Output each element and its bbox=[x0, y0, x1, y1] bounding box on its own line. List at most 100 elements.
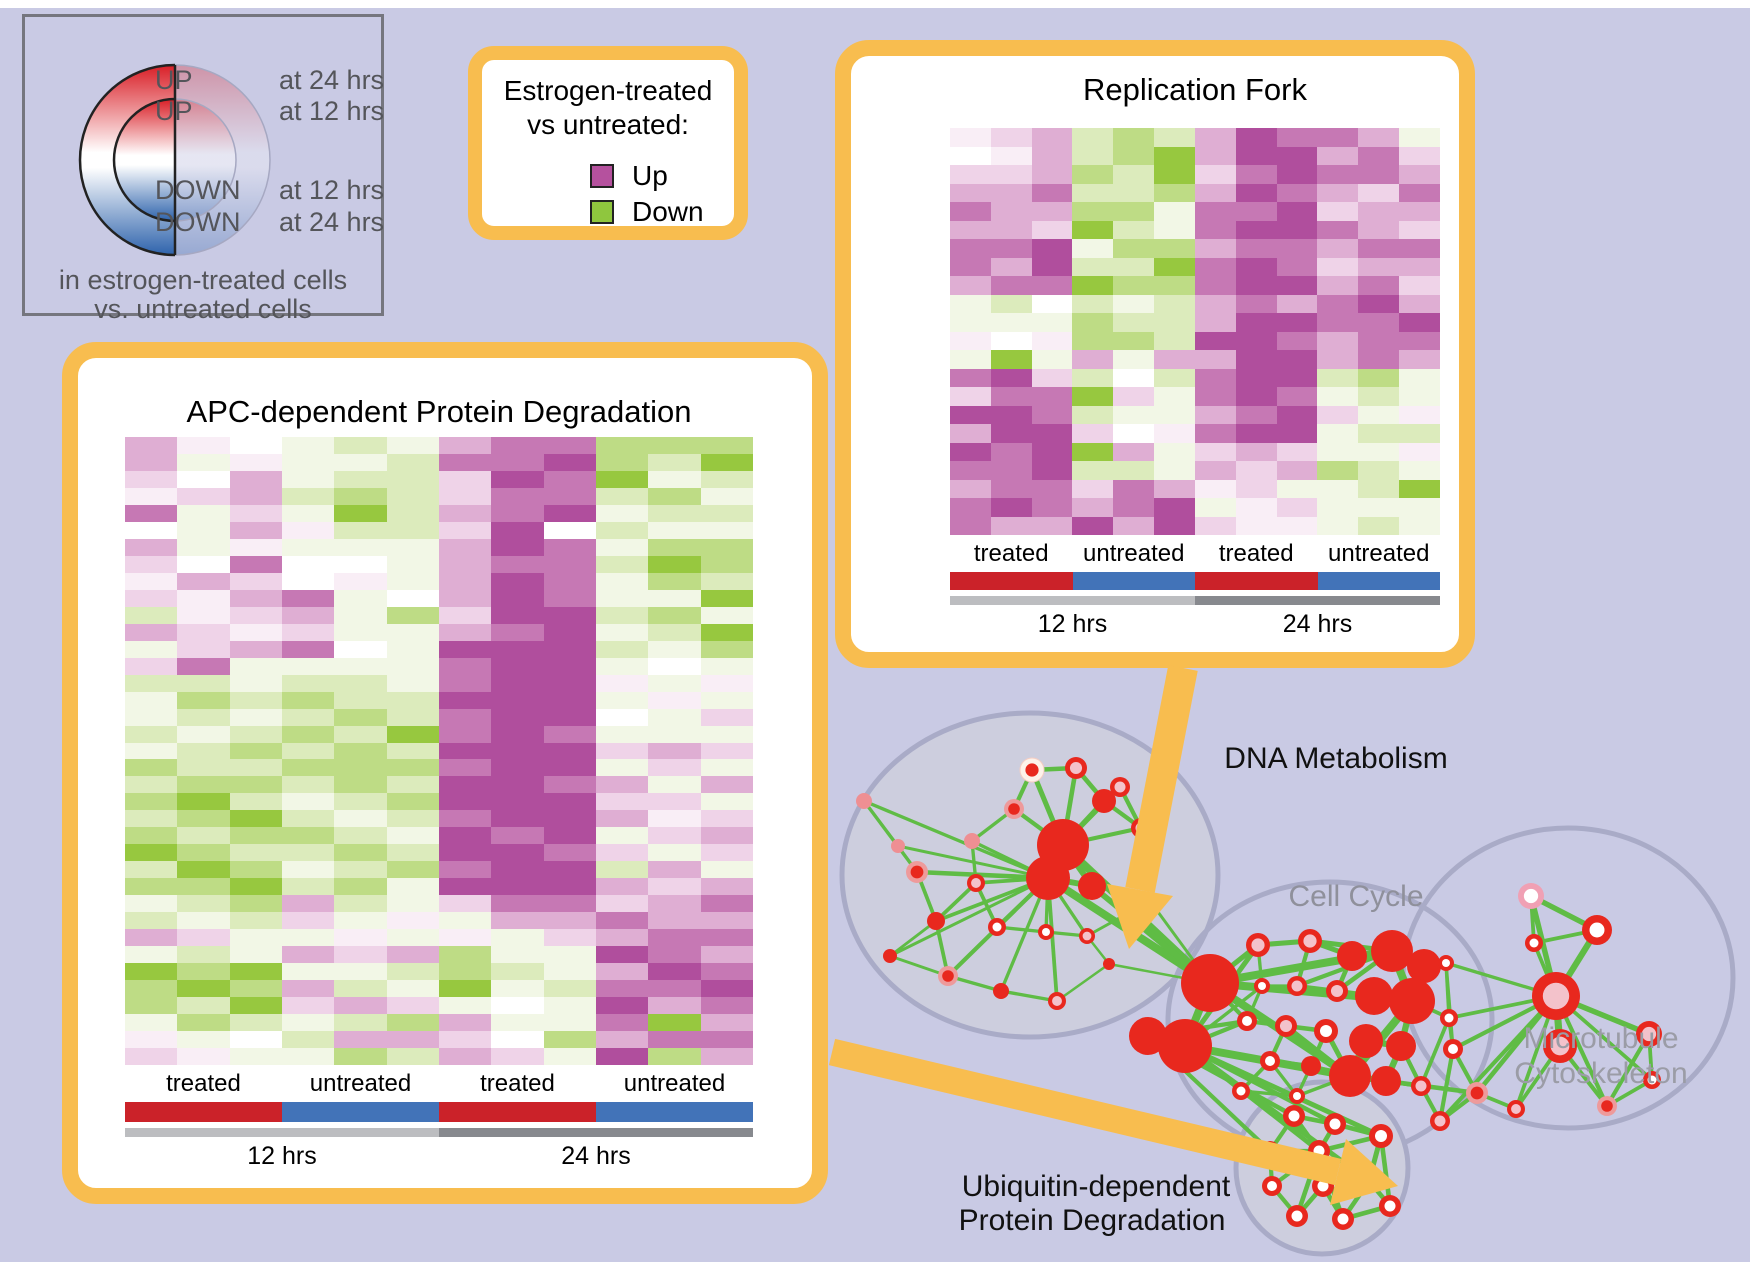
heatmap-cell bbox=[125, 844, 178, 862]
heatmap-cell bbox=[386, 521, 439, 539]
heatmap-cell bbox=[700, 1048, 753, 1065]
heatmap-cell bbox=[281, 657, 335, 675]
heatmap-cell bbox=[1276, 461, 1318, 480]
rf-time-bar bbox=[950, 596, 1440, 605]
network-node bbox=[910, 865, 924, 879]
heatmap-cell bbox=[125, 470, 178, 488]
heatmap-cell bbox=[648, 844, 701, 862]
heatmap-cell bbox=[229, 895, 282, 913]
heatmap-cell bbox=[990, 257, 1032, 276]
heatmap-cell bbox=[1317, 313, 1359, 332]
network-edge bbox=[1385, 1078, 1478, 1096]
heatmap-cell bbox=[1358, 313, 1400, 332]
heatmap-cell bbox=[1154, 387, 1195, 406]
heatmap-cell bbox=[334, 487, 387, 505]
heatmap-cell bbox=[543, 555, 596, 573]
heatmap-cell bbox=[1154, 183, 1195, 202]
heatmap-cell bbox=[1072, 294, 1114, 313]
heatmap-cell bbox=[990, 405, 1032, 424]
heatmap-cell bbox=[648, 861, 701, 879]
heatmap-cell bbox=[950, 146, 991, 165]
apc-group-labels: treated untreated treated untreated bbox=[125, 1070, 753, 1098]
apc-time-label-12: 12 hrs bbox=[247, 1142, 317, 1170]
heatmap-cell bbox=[543, 708, 596, 726]
heatmap-cell bbox=[229, 844, 282, 862]
heatmap-cell bbox=[334, 623, 387, 641]
network-node bbox=[1103, 958, 1115, 970]
heatmap-cell bbox=[334, 912, 387, 930]
network-node bbox=[1313, 1145, 1325, 1157]
heatmap-cell bbox=[1235, 461, 1277, 480]
heatmap-cell bbox=[334, 437, 387, 454]
heatmap-cell bbox=[281, 1014, 335, 1032]
heatmap-cell bbox=[1317, 276, 1359, 295]
heatmap-cell bbox=[125, 912, 178, 930]
heatmap-cell bbox=[177, 946, 230, 964]
heatmap-cell bbox=[438, 793, 492, 811]
heatmap-cell bbox=[700, 521, 753, 539]
heatmap-cell bbox=[648, 776, 701, 794]
heatmap-cell bbox=[334, 980, 387, 998]
heatmap-cell bbox=[648, 1048, 701, 1065]
heatmap-cell bbox=[1113, 128, 1155, 147]
heatmap-cell bbox=[1358, 498, 1400, 517]
heatmap-cell bbox=[648, 453, 701, 471]
network-node bbox=[1511, 1104, 1521, 1114]
heatmap-cell bbox=[1031, 368, 1073, 387]
apc-group-label-treated-12: treated bbox=[166, 1070, 241, 1097]
heatmap-cell bbox=[491, 504, 544, 522]
heatmap-cell bbox=[125, 538, 178, 556]
network-edge bbox=[1056, 962, 1110, 1003]
heatmap-cell bbox=[177, 997, 230, 1015]
ring-label-time-3: at 24 hrs bbox=[279, 207, 385, 237]
heatmap-cell bbox=[1358, 424, 1400, 443]
heatmap-cell bbox=[700, 589, 753, 607]
heatmap-cell bbox=[438, 1048, 492, 1065]
heatmap-cell bbox=[438, 470, 492, 488]
heatmap-cell bbox=[1194, 424, 1236, 443]
rf-timebar-12 bbox=[950, 596, 1195, 605]
heatmap-cell bbox=[1317, 202, 1359, 221]
heatmap-cell bbox=[491, 946, 544, 964]
heatmap-cell bbox=[281, 861, 335, 879]
heatmap-cell bbox=[1113, 165, 1155, 184]
heatmap-cell bbox=[1113, 146, 1155, 165]
heatmap-cell bbox=[595, 555, 649, 573]
heatmap-cell bbox=[438, 453, 492, 471]
heatmap-cell bbox=[1031, 313, 1073, 332]
heatmap-cell bbox=[648, 929, 701, 947]
heatmap-cell bbox=[125, 1031, 178, 1049]
heatmap-cell bbox=[1072, 165, 1114, 184]
heatmap-cell bbox=[1154, 294, 1195, 313]
network-node bbox=[1371, 1066, 1401, 1096]
heatmap-cell bbox=[491, 980, 544, 998]
up-label: Up bbox=[632, 160, 668, 191]
heatmap-cell bbox=[281, 759, 335, 777]
heatmap-cell bbox=[700, 776, 753, 794]
network-node bbox=[1291, 980, 1303, 992]
heatmap-cell bbox=[595, 1014, 649, 1032]
network-node bbox=[992, 922, 1002, 932]
heatmap-cell bbox=[595, 437, 649, 454]
heatmap-cell bbox=[1072, 461, 1114, 480]
heatmap-cell bbox=[1276, 424, 1318, 443]
heatmap-cell bbox=[281, 674, 335, 692]
apc-heatmap bbox=[125, 437, 753, 1065]
network-node bbox=[891, 839, 905, 853]
heatmap-cell bbox=[229, 521, 282, 539]
heatmap-cell bbox=[1358, 516, 1400, 535]
heatmap-cell bbox=[1072, 331, 1114, 350]
heatmap-cell bbox=[648, 742, 701, 760]
heatmap-cell bbox=[281, 895, 335, 913]
heatmap-cell bbox=[990, 146, 1032, 165]
heatmap-cell bbox=[950, 313, 991, 332]
network-node bbox=[993, 983, 1009, 999]
network-node bbox=[927, 912, 945, 930]
network-node bbox=[1470, 1086, 1484, 1100]
heatmap-cell bbox=[281, 470, 335, 488]
heatmap-cell bbox=[386, 487, 439, 505]
heatmap-cell bbox=[1317, 257, 1359, 276]
heatmap-cell bbox=[229, 1014, 282, 1032]
heatmap-cell bbox=[1276, 257, 1318, 276]
heatmap-cell bbox=[491, 572, 544, 590]
